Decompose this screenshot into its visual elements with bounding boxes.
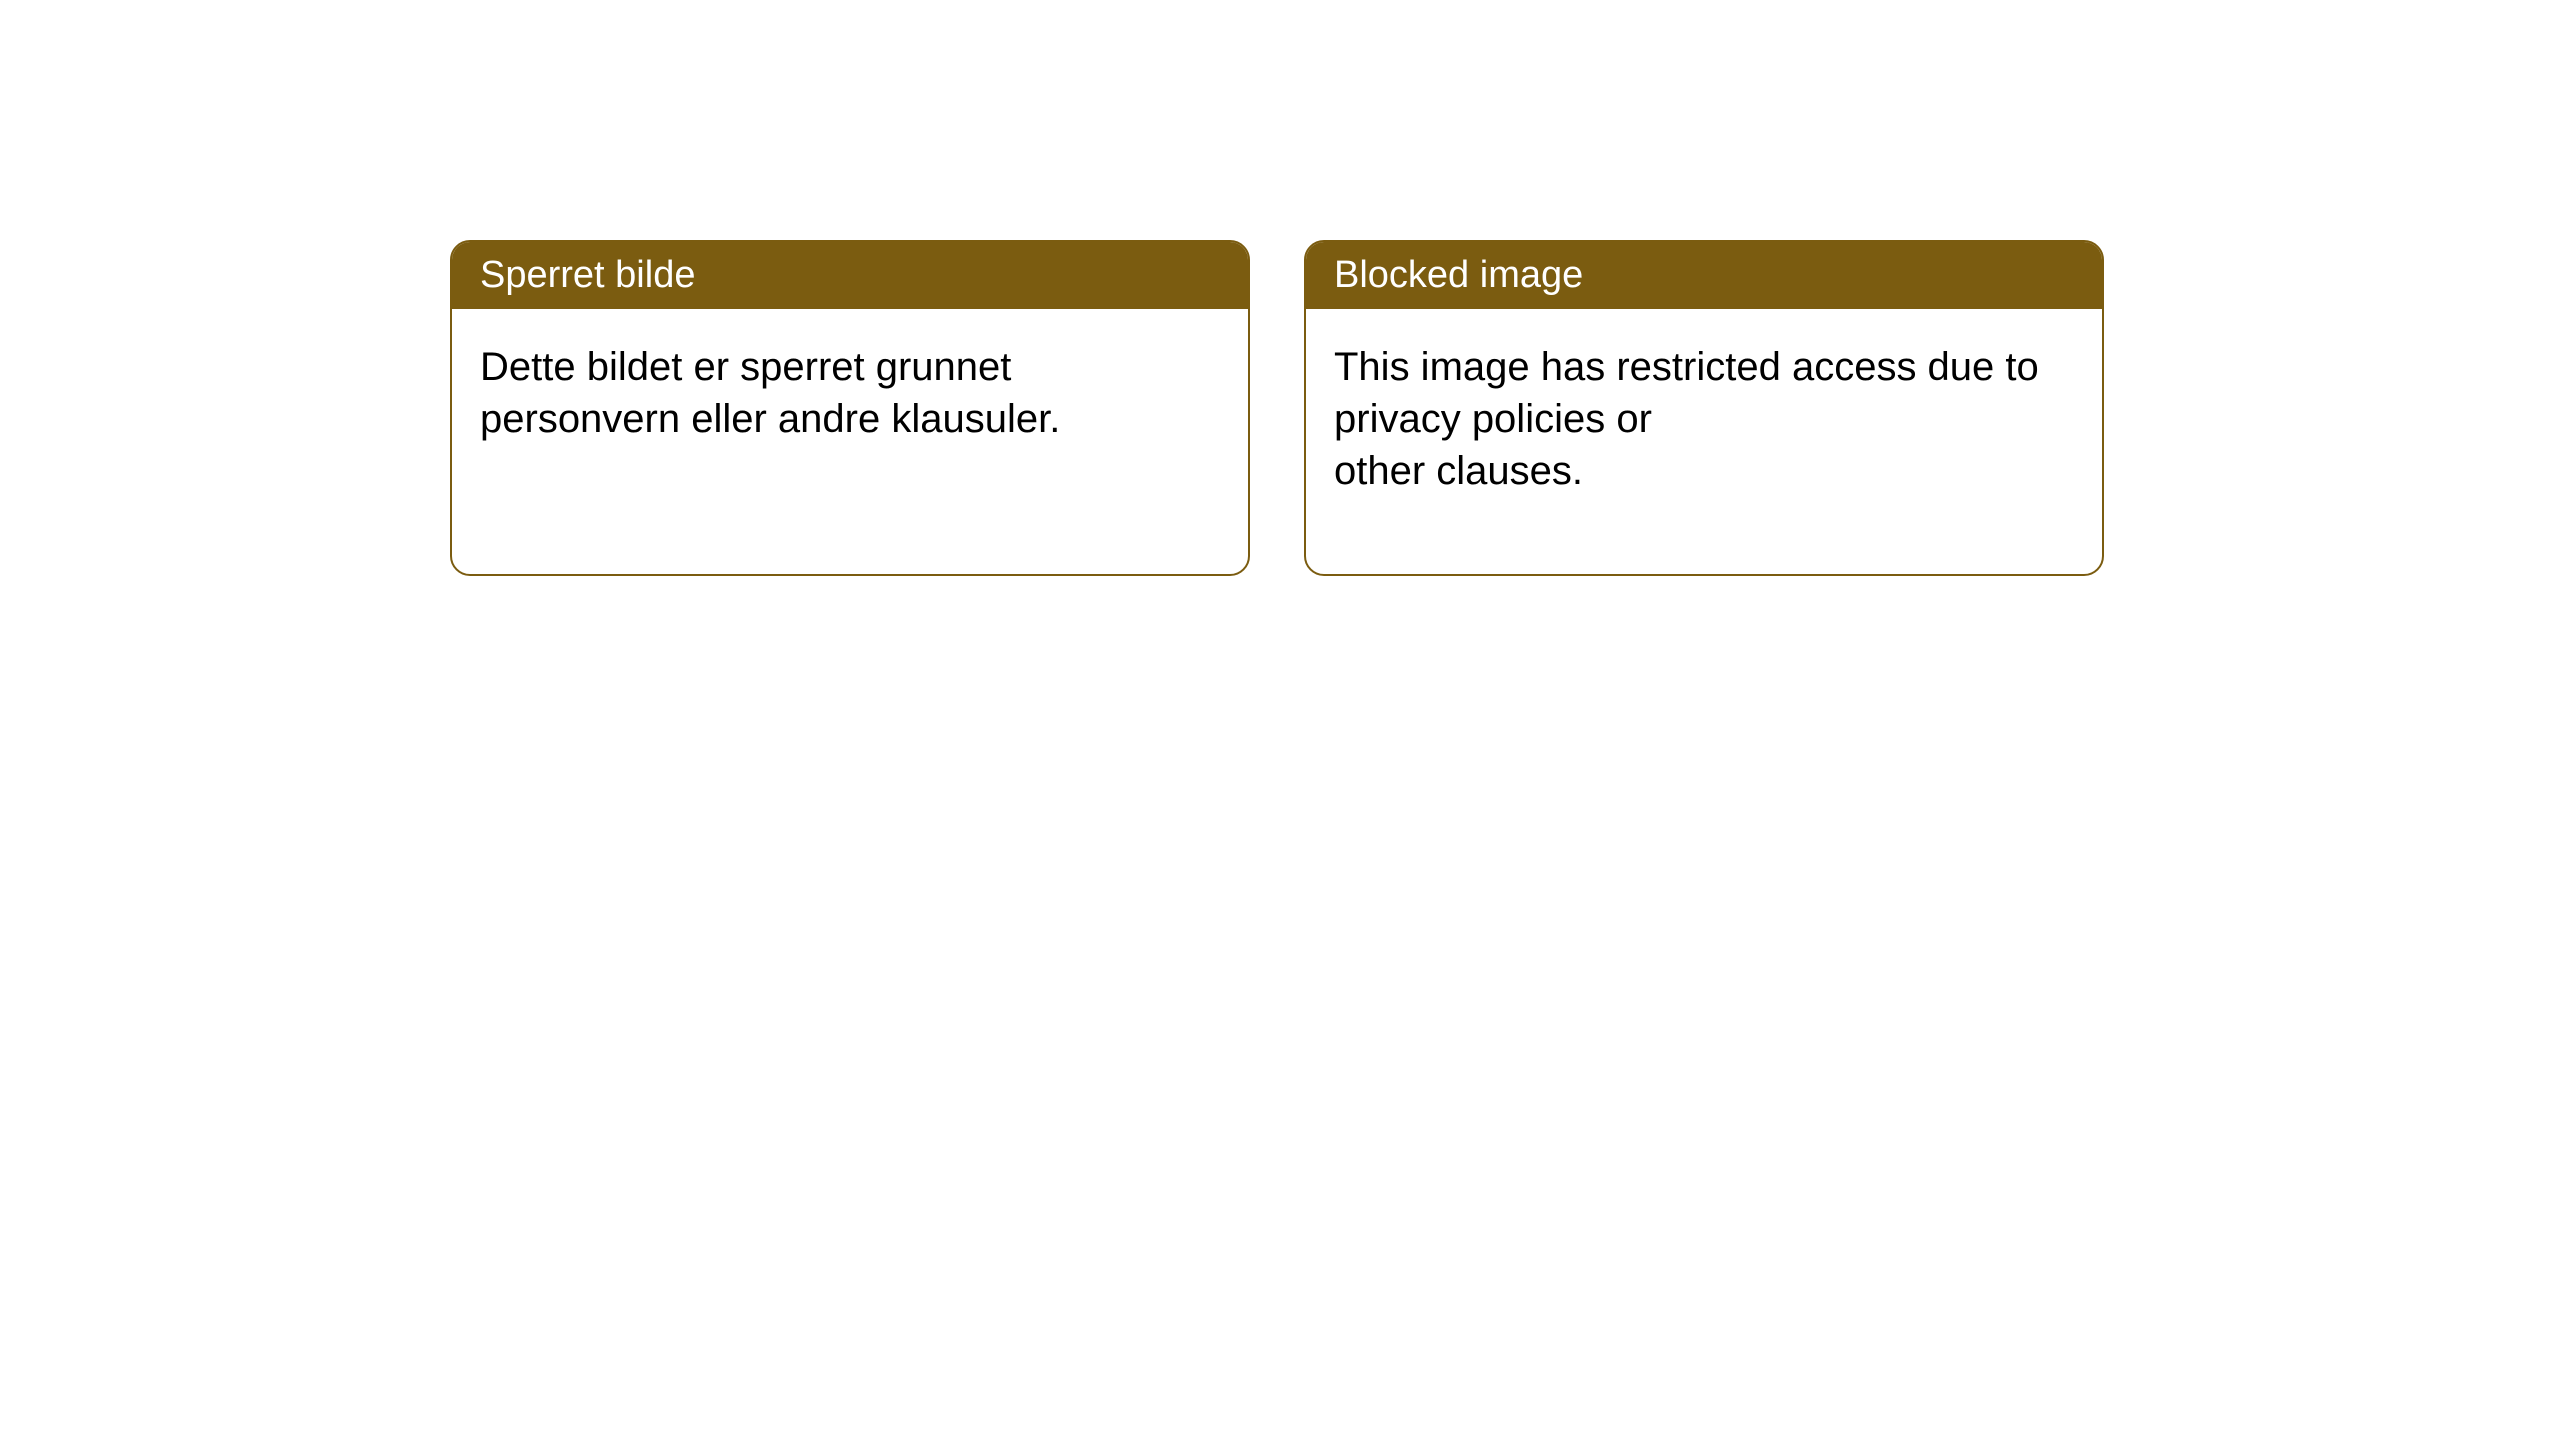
notice-header: Blocked image [1306,242,2102,309]
notice-header: Sperret bilde [452,242,1248,309]
notice-card-norwegian: Sperret bilde Dette bildet er sperret gr… [450,240,1250,576]
notice-container: Sperret bilde Dette bildet er sperret gr… [450,240,2104,576]
notice-body: Dette bildet er sperret grunnet personve… [452,309,1248,477]
notice-card-english: Blocked image This image has restricted … [1304,240,2104,576]
notice-body: This image has restricted access due to … [1306,309,2102,529]
